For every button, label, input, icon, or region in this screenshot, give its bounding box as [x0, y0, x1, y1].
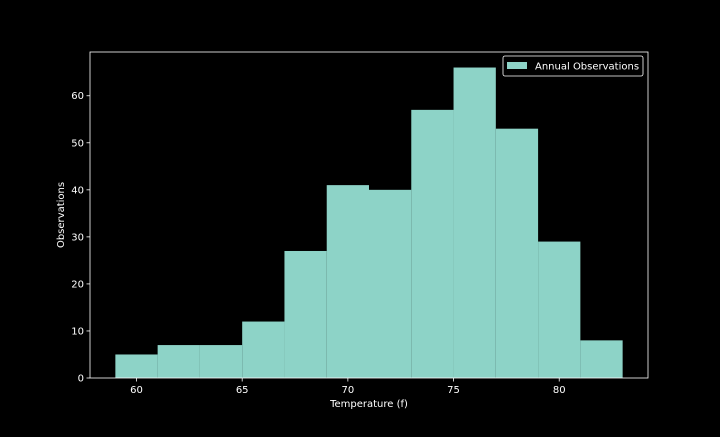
- plot-frame: [89, 51, 649, 379]
- legend-box: [502, 55, 644, 77]
- legend-swatch: [507, 62, 527, 69]
- y-tick-label: 50: [71, 138, 84, 149]
- histogram-bar-7: [411, 109, 454, 378]
- histogram-bar-2: [199, 345, 243, 378]
- x-tick-label: 70: [341, 385, 354, 396]
- x-tick-label: 75: [447, 385, 460, 396]
- legend: Annual Observations: [502, 55, 644, 77]
- histogram-bar-10: [538, 241, 581, 378]
- x-axis-ticks: 60 65 70 75 80: [130, 378, 566, 396]
- x-tick-label: 65: [236, 385, 249, 396]
- histogram-bar-0: [115, 354, 158, 378]
- y-tick-label: 40: [71, 185, 84, 196]
- histogram-bar-9: [495, 128, 539, 378]
- y-tick-label: 0: [78, 374, 84, 385]
- y-tick-label: 10: [71, 326, 84, 337]
- y-axis-label: Observations: [56, 182, 67, 248]
- histogram-bar-4: [284, 250, 327, 378]
- histogram-bar-6: [369, 189, 412, 378]
- histogram-bar-3: [242, 321, 285, 378]
- y-axis-ticks: 0 10 20 30 40 50 60: [71, 91, 90, 385]
- histogram-bars: [115, 67, 623, 379]
- y-tick-label: 30: [71, 232, 84, 243]
- histogram-bar-5: [326, 185, 369, 378]
- histogram-bar-11: [580, 340, 623, 378]
- histogram-bar-1: [157, 345, 200, 378]
- y-tick-label: 20: [71, 279, 84, 290]
- x-axis-label: Temperature (f): [329, 399, 408, 410]
- x-tick-label: 80: [553, 385, 566, 396]
- x-tick-label: 60: [130, 385, 143, 396]
- histogram-bar-8: [453, 67, 496, 379]
- y-tick-label: 60: [71, 91, 84, 102]
- legend-label: Annual Observations: [535, 62, 639, 73]
